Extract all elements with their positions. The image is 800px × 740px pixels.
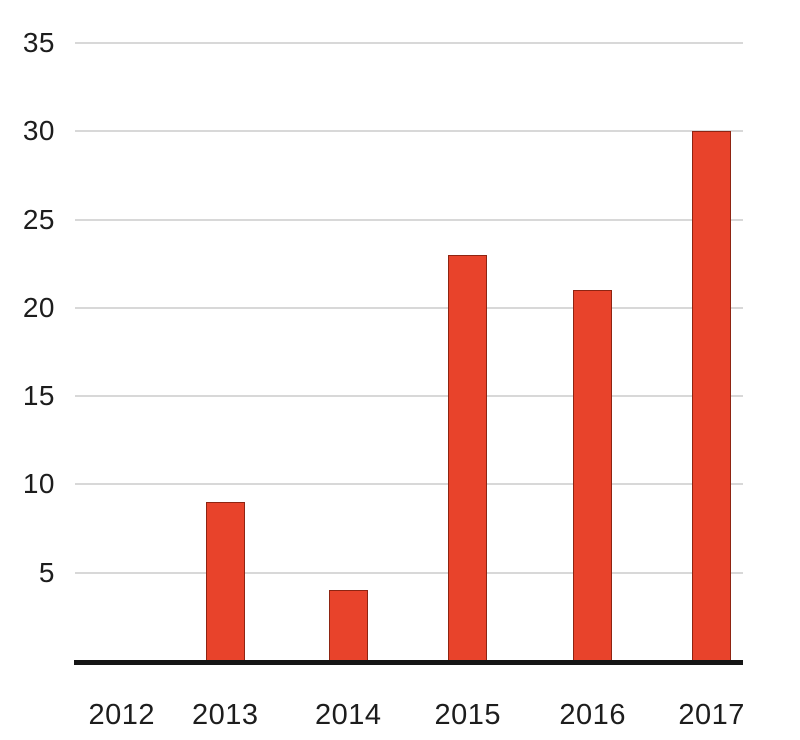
x-axis-baseline xyxy=(74,660,743,665)
y-tick-label: 15 xyxy=(22,380,55,412)
x-tick-label: 2016 xyxy=(559,699,626,731)
gridline xyxy=(75,218,743,221)
plot-area xyxy=(74,42,743,665)
x-tick-label: 2012 xyxy=(88,699,156,731)
x-tick-label: 2015 xyxy=(434,699,502,731)
bar-2014 xyxy=(328,590,368,661)
bar-2016 xyxy=(573,290,613,661)
x-tick-label: 2014 xyxy=(314,699,382,731)
gridline xyxy=(75,130,743,133)
y-tick-label: 35 xyxy=(22,27,55,58)
y-tick-label: 20 xyxy=(22,291,55,323)
y-axis-tick-labels: 5 10 15 20 25 30 35 xyxy=(0,27,55,661)
gridline xyxy=(75,42,743,44)
x-axis-tick-labels: 2012 2013 2014 2015 2016 2017 xyxy=(75,695,745,737)
y-tick-label: 25 xyxy=(22,203,55,235)
x-tick-label: 2017 xyxy=(678,699,745,731)
x-tick-label: 2013 xyxy=(192,699,259,731)
y-tick-label: 5 xyxy=(38,556,55,588)
gridline xyxy=(75,395,743,398)
gridline xyxy=(75,483,743,486)
bar-2017 xyxy=(692,131,732,661)
y-tick-label: 10 xyxy=(22,468,55,500)
y-tick-label: 30 xyxy=(22,115,55,147)
gridline xyxy=(75,571,743,574)
bar-2015 xyxy=(448,254,488,661)
bar-2013 xyxy=(205,502,245,661)
gridline xyxy=(75,306,743,309)
